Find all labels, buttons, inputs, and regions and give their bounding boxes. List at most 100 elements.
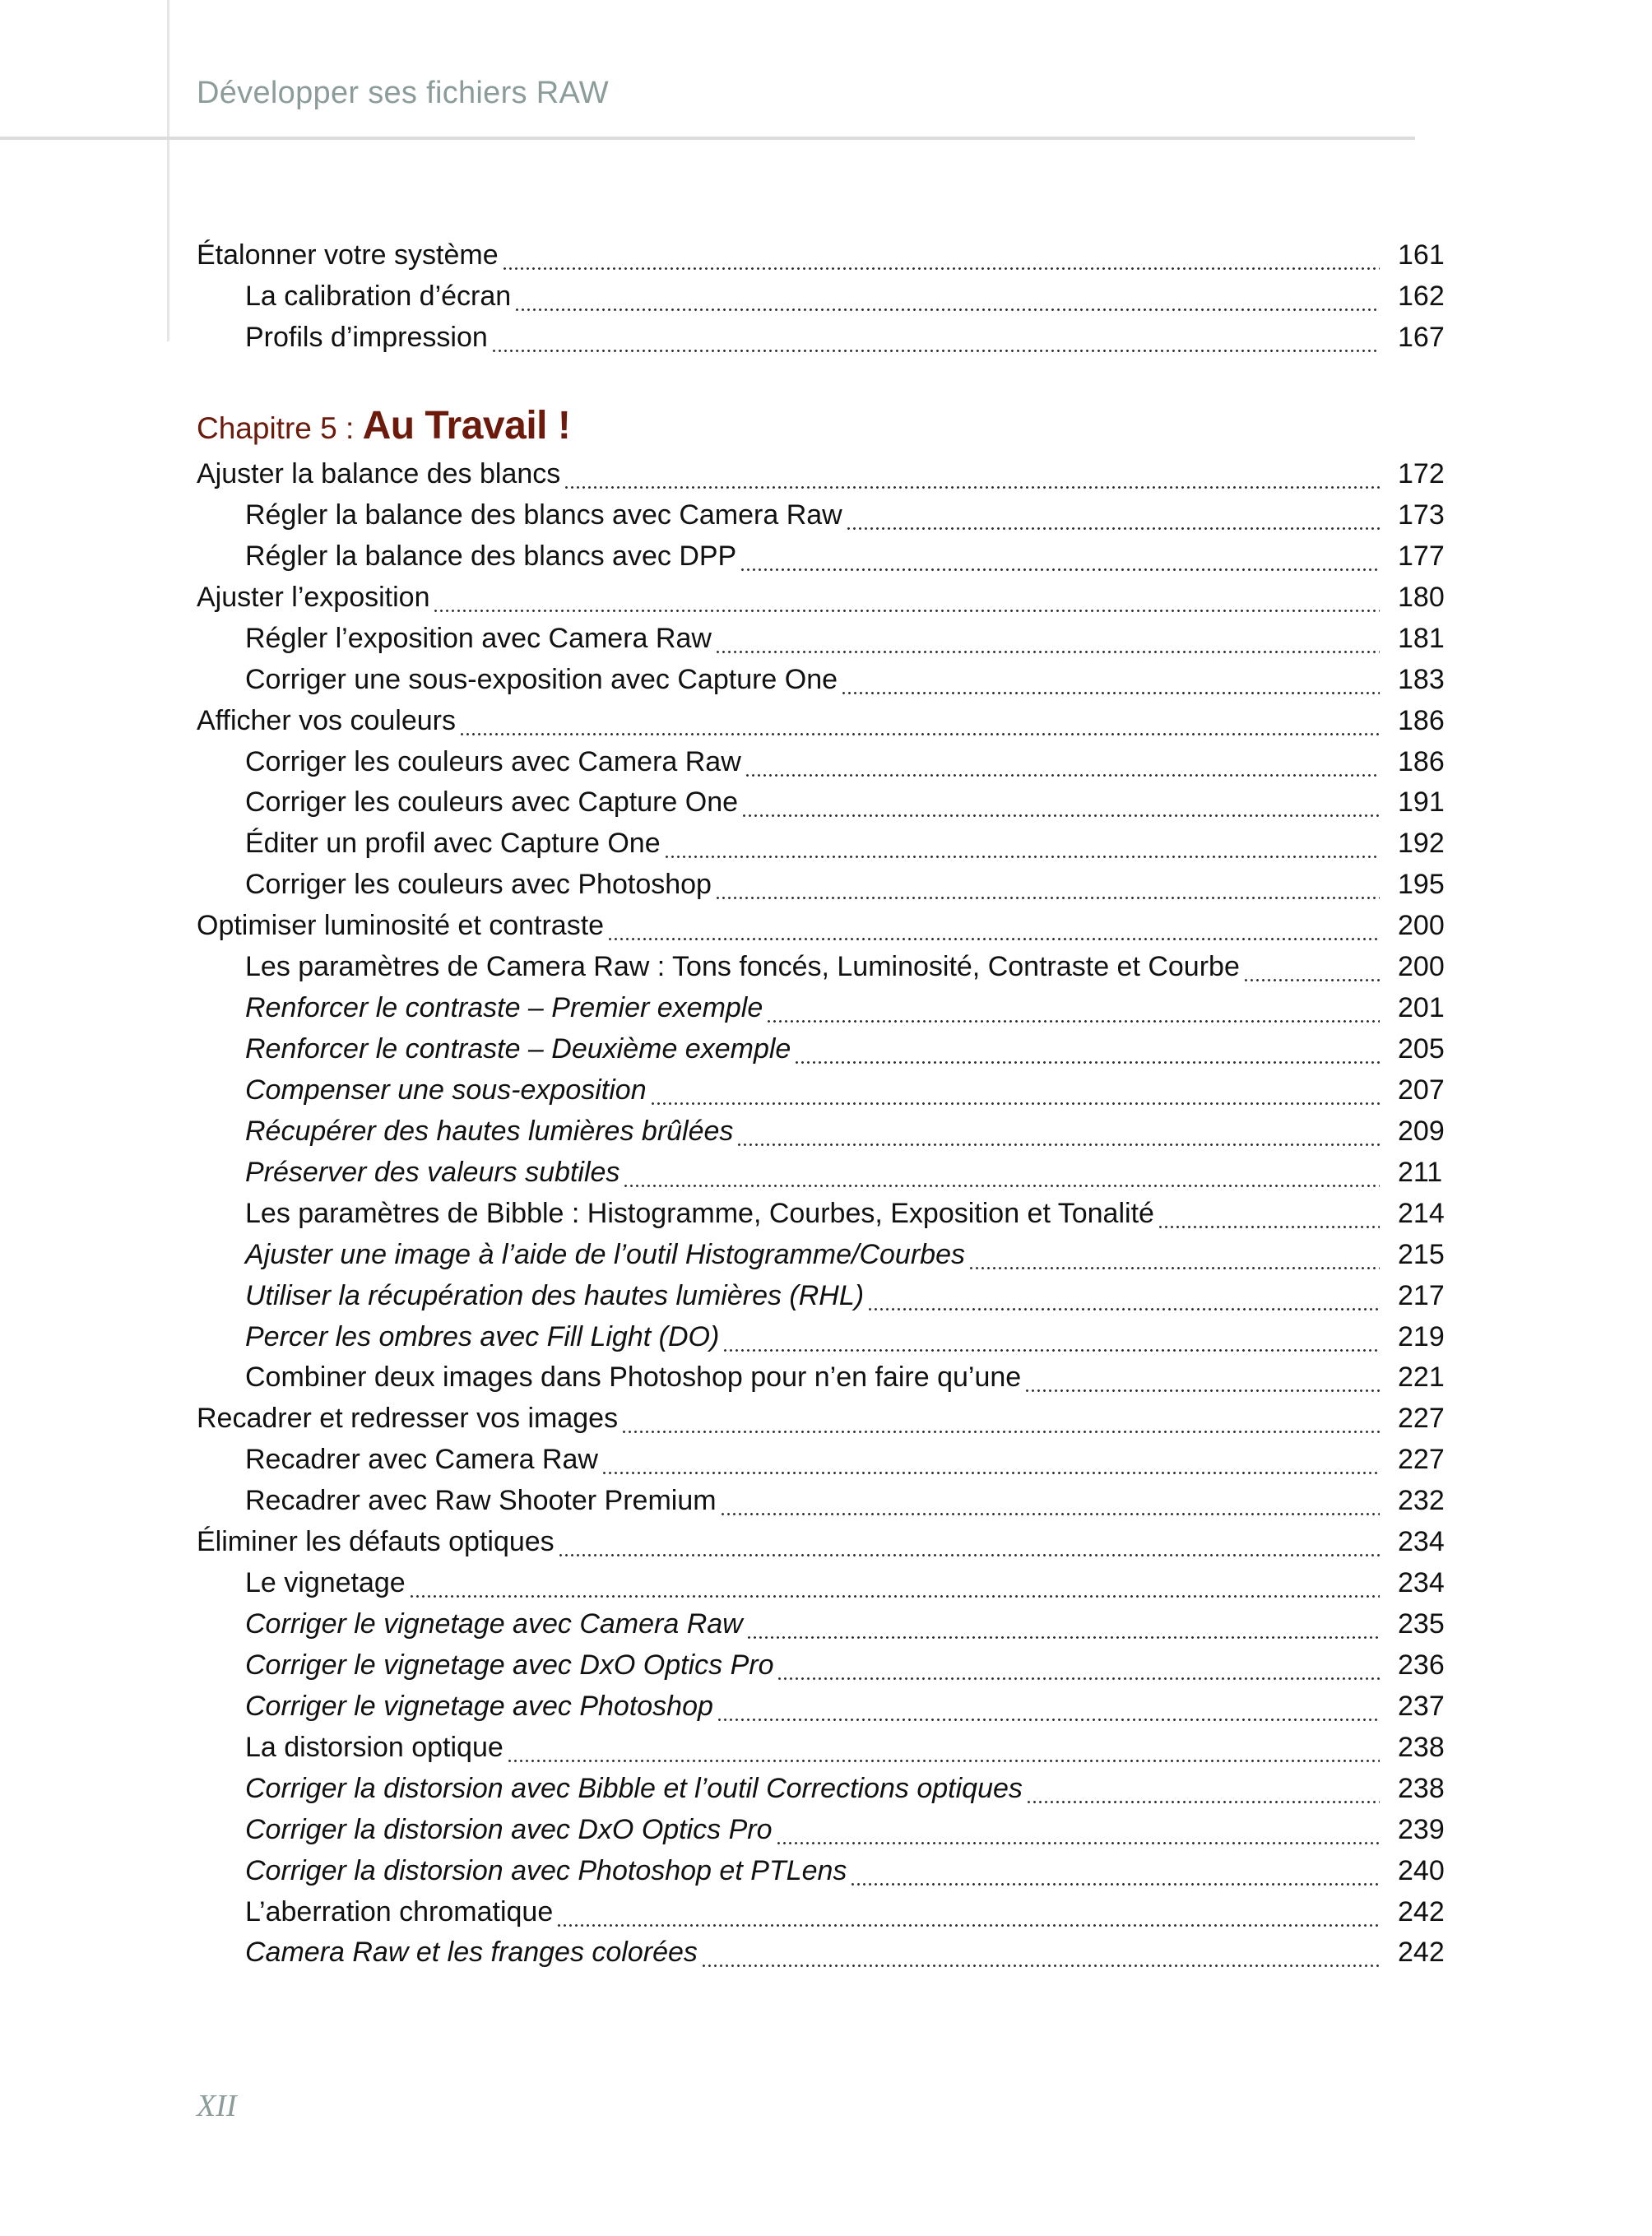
toc-entry[interactable]: Corriger les couleurs avec Camera Raw 186: [197, 740, 1447, 782]
dot-leader: [621, 1398, 1380, 1440]
toc-entry[interactable]: Le vignetage 234: [197, 1562, 1447, 1604]
dot-leader: [745, 1603, 1380, 1645]
toc-entry[interactable]: Corriger le vignetage avec DxO Optics Pr…: [197, 1644, 1447, 1686]
dot-leader: [716, 1685, 1380, 1727]
toc-entry-page: 186: [1398, 704, 1445, 736]
toc-entry-title: Optimiser luminosité et contraste: [197, 910, 605, 942]
toc-entry[interactable]: Ajuster la balance des blancs 172: [197, 453, 1447, 494]
toc-entry-title: Éliminer les défauts optiques: [197, 1526, 555, 1558]
toc-entry-page: 232: [1398, 1485, 1445, 1517]
toc-entry-page: 181: [1398, 622, 1445, 654]
dot-leader: [867, 1274, 1380, 1316]
toc-entry-title: Corriger une sous-exposition avec Captur…: [245, 663, 838, 695]
dot-leader: [490, 317, 1380, 358]
toc-entry-page: 227: [1398, 1444, 1445, 1476]
toc-entry[interactable]: Profils d’impression 167: [197, 317, 1447, 358]
toc-entry[interactable]: Préserver des valeurs subtiles 211: [197, 1151, 1447, 1193]
toc-entry-page: 201: [1398, 992, 1445, 1024]
toc-entry[interactable]: Ajuster une image à l’aide de l’outil Hi…: [197, 1233, 1447, 1275]
toc-entry-title: Corriger les couleurs avec Photoshop: [245, 869, 712, 901]
toc-entry-page: 236: [1398, 1649, 1445, 1681]
toc-entry-title: Étalonner votre système: [197, 239, 499, 271]
toc-entry[interactable]: Utiliser la récupération des hautes lumi…: [197, 1274, 1447, 1316]
toc-entry[interactable]: Recadrer avec Camera Raw 227: [197, 1439, 1447, 1481]
toc-entry-title: La distorsion optique: [245, 1731, 503, 1763]
toc-entry[interactable]: Corriger les couleurs avec Capture One 19…: [197, 782, 1447, 823]
dot-leader: [775, 1808, 1380, 1850]
dot-leader: [736, 1110, 1380, 1152]
toc-entry[interactable]: Corriger le vignetage avec Camera Raw 235: [197, 1603, 1447, 1645]
running-header: Développer ses fichiers RAW: [197, 76, 609, 110]
toc-entry[interactable]: Afficher vos couleurs 186: [197, 699, 1447, 741]
toc-entry-page: 235: [1398, 1608, 1445, 1640]
toc-entry-title: La calibration d’écran: [245, 281, 512, 312]
dot-leader: [1025, 1767, 1380, 1809]
toc-entry-page: 205: [1398, 1033, 1445, 1065]
toc-entry[interactable]: Régler la balance des blancs avec Camera…: [197, 494, 1447, 536]
toc-entry-title: Recadrer et redresser vos images: [197, 1403, 619, 1435]
toc-entry-title: Combiner deux images dans Photoshop pour…: [245, 1362, 1022, 1394]
toc-entry[interactable]: Éditer un profil avec Capture One 192: [197, 823, 1447, 865]
toc-entry[interactable]: Corriger le vignetage avec Photoshop 237: [197, 1685, 1447, 1727]
toc-entry[interactable]: Renforcer le contraste – Deuxième exempl…: [197, 1028, 1447, 1070]
toc-entry-page: 219: [1398, 1320, 1445, 1352]
dot-leader: [607, 905, 1380, 947]
toc-entry[interactable]: Corriger la distorsion avec Photoshop et…: [197, 1849, 1447, 1891]
toc-entry-page: 215: [1398, 1238, 1445, 1270]
dot-leader: [557, 1521, 1380, 1563]
toc-entry[interactable]: Corriger la distorsion avec Bibble et l’…: [197, 1767, 1447, 1809]
dot-leader: [714, 617, 1380, 659]
toc-entry[interactable]: Recadrer avec Raw Shooter Premium 232: [197, 1480, 1447, 1522]
toc-entry-title: Les paramètres de Camera Raw : Tons fonc…: [245, 951, 1240, 983]
toc-entry[interactable]: Optimiser luminosité et contraste 200: [197, 905, 1447, 947]
toc-entry-page: 237: [1398, 1690, 1445, 1722]
dot-leader: [649, 1069, 1380, 1111]
toc-entry-page: 240: [1398, 1854, 1445, 1886]
chapter-title: Au Travail !: [362, 404, 571, 448]
dot-leader: [1242, 946, 1380, 988]
toc-entry-title: Régler la balance des blancs avec DPP: [245, 540, 737, 572]
toc-entry-page: 217: [1398, 1279, 1445, 1311]
toc-entry-title: Éditer un profil avec Capture One: [245, 828, 661, 860]
dot-leader: [794, 1028, 1380, 1070]
toc-entry-page: 221: [1398, 1362, 1445, 1394]
toc-entry[interactable]: L’aberration chromatique 242: [197, 1890, 1447, 1932]
dot-leader: [700, 1932, 1380, 1974]
toc-entry-page: 195: [1398, 869, 1445, 901]
toc-entry[interactable]: Camera Raw et les franges colorées 242: [197, 1932, 1447, 1974]
toc-entry[interactable]: Les paramètres de Camera Raw : Tons fonc…: [197, 946, 1447, 988]
toc-entry-page: 191: [1398, 786, 1445, 819]
dot-leader: [506, 1726, 1380, 1768]
toc-entry[interactable]: Les paramètres de Bibble : Histogramme, …: [197, 1192, 1447, 1234]
toc-entry-title: Ajuster la balance des blancs: [197, 458, 561, 489]
toc-entry[interactable]: Ajuster l’exposition 180: [197, 576, 1447, 618]
toc-entry-title: Percer les ombres avec Fill Light (DO): [245, 1320, 720, 1352]
toc-entry[interactable]: Récupérer des hautes lumières brûlées 209: [197, 1110, 1447, 1152]
toc-entry[interactable]: Corriger une sous-exposition avec Captur…: [197, 658, 1447, 700]
toc-entry[interactable]: Renforcer le contraste – Premier exemple…: [197, 987, 1447, 1029]
toc-entry-title: Renforcer le contraste – Deuxième exempl…: [245, 1033, 791, 1065]
toc-entry-page: 200: [1398, 910, 1445, 942]
dot-leader: [850, 1849, 1380, 1891]
dot-leader: [1157, 1192, 1380, 1234]
toc-entry-page: 161: [1398, 239, 1445, 271]
toc-entry-title: Corriger la distorsion avec Photoshop et…: [245, 1854, 847, 1886]
toc-entry-page: 192: [1398, 828, 1445, 860]
toc-entry[interactable]: Corriger les couleurs avec Photoshop 195: [197, 864, 1447, 906]
toc-entry[interactable]: Percer les ombres avec Fill Light (DO) 21…: [197, 1315, 1447, 1357]
toc-entry-title: Préserver des valeurs subtiles: [245, 1156, 620, 1188]
toc-entry[interactable]: Étalonner votre système 161: [197, 234, 1447, 276]
toc-entry[interactable]: Régler l’exposition avec Camera Raw 181: [197, 617, 1447, 659]
toc-entry[interactable]: Éliminer les défauts optiques 234: [197, 1521, 1447, 1563]
toc-entry[interactable]: Compenser une sous-exposition 207: [197, 1069, 1447, 1111]
toc-entry[interactable]: La calibration d’écran 162: [197, 276, 1447, 317]
toc-entry[interactable]: Combiner deux images dans Photoshop pour…: [197, 1357, 1447, 1399]
toc-entry[interactable]: Recadrer et redresser vos images 227: [197, 1398, 1447, 1440]
toc-entry[interactable]: Corriger la distorsion avec DxO Optics P…: [197, 1808, 1447, 1850]
dot-leader: [741, 782, 1380, 823]
toc-entry[interactable]: Régler la balance des blancs avec DPP 177: [197, 535, 1447, 577]
toc-entry-title: Les paramètres de Bibble : Histogramme, …: [245, 1197, 1154, 1229]
toc-entry[interactable]: La distorsion optique 238: [197, 1726, 1447, 1768]
header-rule: [0, 137, 1415, 140]
margin-rule: [167, 0, 169, 341]
